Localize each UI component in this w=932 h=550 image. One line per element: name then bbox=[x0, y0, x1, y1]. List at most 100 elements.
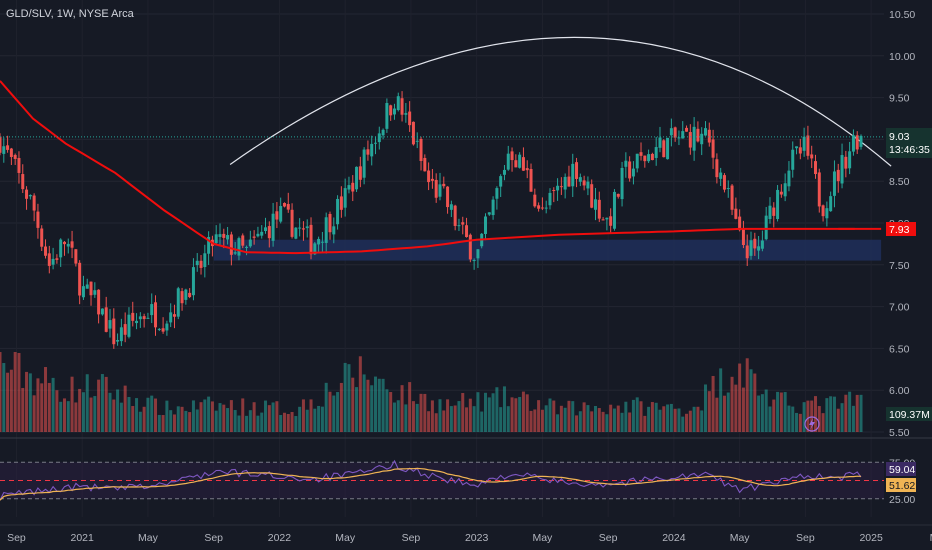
countdown-text: 13:46:35 bbox=[889, 144, 930, 156]
volume-bars bbox=[0, 352, 863, 432]
candle bbox=[336, 195, 340, 230]
volume-bar bbox=[355, 387, 359, 432]
candle-body bbox=[518, 154, 522, 168]
candle-body bbox=[745, 245, 749, 259]
time-axis[interactable]: Sep 2021 May Sep 2022 May Sep 2023 May Sep 2024 May… bbox=[0, 524, 932, 544]
volume-bar bbox=[495, 387, 499, 432]
volume-bar bbox=[851, 405, 855, 432]
candle bbox=[339, 186, 343, 218]
candle-body bbox=[142, 316, 146, 320]
candle-body bbox=[351, 182, 355, 192]
volume-bar bbox=[806, 400, 810, 432]
candle bbox=[639, 142, 643, 161]
candle-body bbox=[127, 314, 131, 337]
candle-body bbox=[594, 199, 598, 210]
candle bbox=[457, 218, 461, 231]
volume-bar bbox=[753, 373, 757, 432]
candle bbox=[0, 133, 2, 156]
time-tick-label: 2021 bbox=[71, 532, 95, 544]
candle bbox=[631, 161, 635, 185]
volume-bar bbox=[245, 415, 249, 432]
candle bbox=[2, 137, 6, 163]
volume-bar bbox=[290, 412, 294, 432]
chart-title: GLD/SLV, 1W, NYSE Arca bbox=[6, 8, 134, 20]
candle bbox=[738, 209, 742, 232]
time-tick-label: Sep bbox=[599, 532, 618, 544]
volume-bar bbox=[556, 414, 560, 432]
candle bbox=[275, 202, 279, 229]
candle bbox=[654, 137, 658, 166]
candle-body bbox=[639, 152, 643, 156]
volume-bar bbox=[400, 385, 404, 432]
candle bbox=[559, 177, 563, 195]
candle bbox=[51, 247, 55, 270]
lightning-icon[interactable] bbox=[804, 416, 820, 432]
time-tick-label: May bbox=[532, 532, 553, 544]
candle bbox=[286, 192, 290, 213]
volume-bar bbox=[813, 396, 817, 432]
volume-bar bbox=[260, 412, 264, 432]
candle-body bbox=[559, 186, 563, 188]
volume-bar bbox=[749, 369, 753, 432]
volume-bar bbox=[313, 408, 317, 432]
candle bbox=[480, 232, 484, 249]
volume-bar bbox=[605, 414, 609, 432]
candle-body bbox=[825, 208, 829, 219]
candle-body bbox=[218, 234, 222, 237]
volume-bar bbox=[184, 410, 188, 432]
candle bbox=[301, 221, 305, 241]
candle-body bbox=[123, 324, 127, 335]
volume-bar bbox=[154, 398, 158, 432]
candle-body bbox=[2, 146, 6, 154]
candle bbox=[802, 127, 806, 157]
volume-bar bbox=[9, 369, 13, 432]
price-tick-label: 7.00 bbox=[889, 302, 910, 314]
candle-body bbox=[609, 216, 613, 226]
volume-bar bbox=[836, 408, 840, 432]
candle-body bbox=[21, 174, 25, 190]
candle bbox=[548, 188, 552, 210]
time-tick-label: Sep bbox=[7, 532, 26, 544]
volume-bar bbox=[81, 392, 85, 432]
volume-bar bbox=[688, 410, 692, 432]
candle-body bbox=[286, 204, 290, 210]
volume-bar bbox=[559, 405, 563, 432]
candle-body bbox=[567, 176, 571, 187]
candle-body bbox=[112, 318, 116, 345]
candle bbox=[795, 146, 799, 155]
volume-bar bbox=[70, 376, 74, 432]
candle bbox=[677, 130, 681, 146]
volume-bar bbox=[66, 401, 70, 432]
volume-bar bbox=[741, 387, 745, 432]
volume-bar bbox=[222, 404, 226, 432]
candle bbox=[685, 125, 689, 132]
candle-body bbox=[688, 132, 692, 148]
candle bbox=[256, 226, 260, 238]
candle-body bbox=[241, 235, 245, 246]
candle bbox=[798, 138, 802, 160]
candle-body bbox=[423, 157, 427, 172]
candle bbox=[267, 221, 271, 248]
volume-bar bbox=[711, 375, 715, 432]
candle bbox=[650, 152, 654, 161]
candle bbox=[131, 301, 135, 327]
volume-bar bbox=[567, 400, 571, 432]
candle-body bbox=[446, 186, 450, 208]
candle bbox=[169, 303, 173, 328]
candle bbox=[191, 258, 195, 301]
candle bbox=[294, 227, 298, 240]
volume-bar bbox=[597, 408, 601, 432]
arc-drawing[interactable] bbox=[229, 36, 892, 167]
candle bbox=[28, 194, 32, 200]
volume-bar bbox=[726, 392, 730, 432]
candle bbox=[855, 131, 859, 154]
candle-body bbox=[47, 253, 51, 266]
candle bbox=[44, 239, 48, 259]
volume-bar bbox=[119, 402, 123, 432]
volume-bar bbox=[635, 397, 639, 432]
volume-bar bbox=[647, 406, 651, 432]
support-zone bbox=[213, 239, 882, 261]
volume-bar bbox=[844, 394, 848, 432]
candle-body bbox=[36, 211, 40, 228]
